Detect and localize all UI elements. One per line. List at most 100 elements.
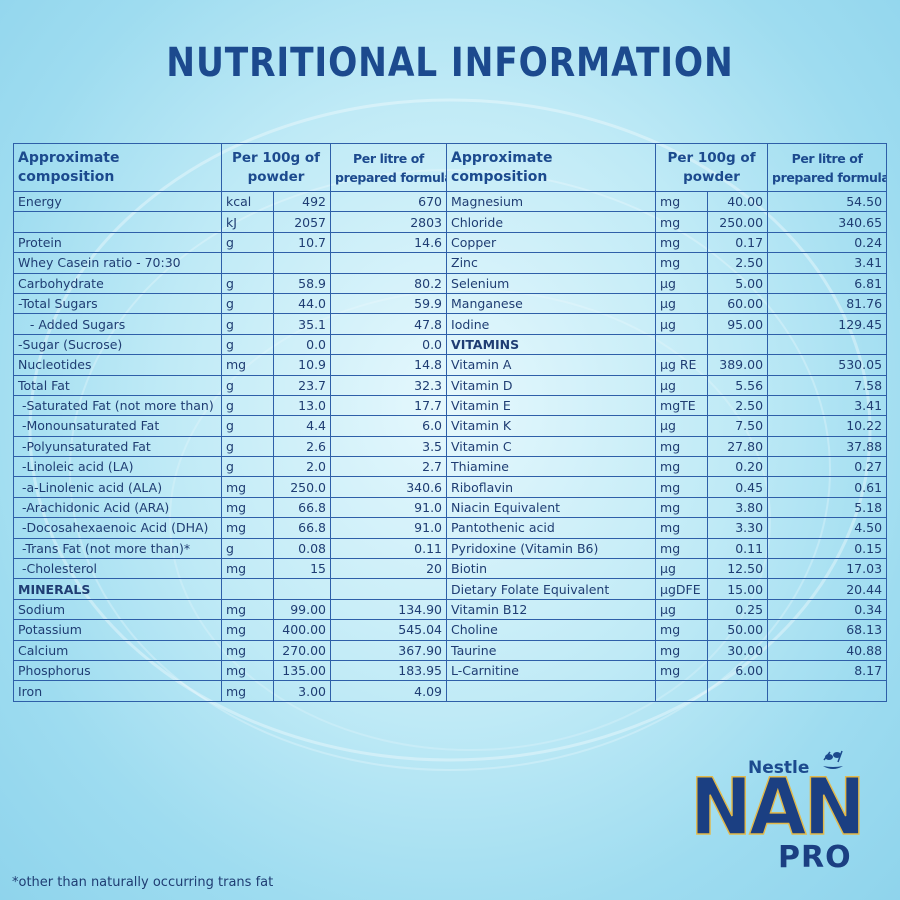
right-per100g-cell: 50.00 <box>707 619 769 641</box>
right-per100g-cell: 2.50 <box>707 394 769 417</box>
left-unit-cell: g <box>221 456 274 478</box>
right-per100g-cell <box>707 333 769 356</box>
table-row: Iron mg 3.00 4.09 <box>13 680 888 702</box>
left-name-cell: -Cholesterol <box>13 558 222 580</box>
right-name-cell <box>446 680 657 702</box>
right-unit-cell: µg <box>655 313 709 335</box>
right-perlitre-cell: 17.03 <box>767 558 888 580</box>
right-perlitre-cell: 68.13 <box>767 619 888 641</box>
left-unit-cell: g <box>221 374 274 396</box>
left-name-cell: -Total Sugars <box>13 292 222 315</box>
right-unit-cell: µg <box>655 558 709 580</box>
nan-wordmark: NAN <box>689 763 866 853</box>
right-unit-cell: mg <box>655 476 709 498</box>
table-row: -Cholesterol mg 15 20 Biotin µg 12.50 17.03 <box>13 558 888 580</box>
left-perlitre-cell: 80.2 <box>330 272 448 294</box>
right-unit-cell: µg <box>655 292 709 315</box>
left-name-cell: -Saturated Fat (not more than) <box>13 394 222 417</box>
right-unit-cell: µg <box>655 598 709 621</box>
right-perlitre-cell: 7.58 <box>767 374 888 396</box>
left-name-cell: -Polyunsaturated Fat <box>13 435 222 458</box>
right-unit-cell: mg <box>655 211 709 233</box>
table-row: kJ 2057 2803 Chloride mg 250.00 340.65 <box>13 211 888 233</box>
right-unit-cell: mgTE <box>655 394 709 417</box>
right-perlitre-cell <box>767 333 888 356</box>
right-per100g-cell: 95.00 <box>707 313 769 335</box>
right-name-cell: Vitamin E <box>446 394 657 417</box>
right-unit-cell: mg <box>655 619 709 641</box>
table-header-row: Approximate composition Per 100g of powder… <box>13 143 888 192</box>
left-perlitre-cell: 91.0 <box>330 496 448 519</box>
right-per100g-cell <box>707 680 769 702</box>
table-row: Whey Casein ratio - 70:30 Zinc mg 2.50 3.41 <box>13 252 888 274</box>
left-per100g-cell: 0.08 <box>272 537 332 560</box>
right-name-cell: VITAMINS <box>446 333 657 356</box>
left-perlitre-cell: 670 <box>330 190 448 213</box>
left-perlitre-cell: 0.0 <box>330 333 448 356</box>
left-unit-cell: g <box>221 313 274 335</box>
left-unit-cell: kJ <box>221 211 274 233</box>
left-per100g-cell: 66.8 <box>272 496 332 519</box>
right-name-cell: Copper <box>446 231 657 254</box>
right-per100g-cell: 40.00 <box>707 190 769 213</box>
right-unit-cell: µg RE <box>655 354 709 376</box>
table-row: Energy kcal 492 670 Magnesium mg 40.00 54.50 <box>13 190 888 213</box>
right-name-cell: Manganese <box>446 292 657 315</box>
right-per100g-cell: 5.56 <box>707 374 769 396</box>
right-per100g-cell: 0.25 <box>707 598 769 621</box>
left-per100g-cell: 10.9 <box>272 354 332 376</box>
left-name-cell: Calcium <box>13 639 222 661</box>
right-per100g-cell: 7.50 <box>707 415 769 437</box>
left-per100g-cell: 99.00 <box>272 598 332 621</box>
right-per100g-cell: 3.80 <box>707 496 769 519</box>
left-unit-cell: g <box>221 537 274 560</box>
right-unit-cell: µgDFE <box>655 578 709 600</box>
left-perlitre-cell: 183.95 <box>330 659 448 682</box>
header-perlitre-right: Per litre of prepared formula <box>767 143 888 192</box>
left-per100g-cell: 35.1 <box>272 313 332 335</box>
left-unit-cell: mg <box>221 659 274 682</box>
left-name-cell <box>13 211 222 233</box>
left-perlitre-cell: 4.09 <box>330 680 448 702</box>
nan-pro-logo: Nestle NAN PRO <box>689 748 890 878</box>
right-per100g-cell: 27.80 <box>707 435 769 458</box>
right-perlitre-cell: 0.34 <box>767 598 888 621</box>
left-perlitre-cell: 14.8 <box>330 354 448 376</box>
right-perlitre-cell: 20.44 <box>767 578 888 600</box>
right-name-cell: Thiamine <box>446 456 657 478</box>
left-per100g-cell: 44.0 <box>272 292 332 315</box>
right-unit-cell: mg <box>655 252 709 274</box>
left-perlitre-cell <box>330 252 448 274</box>
left-unit-cell: g <box>221 394 274 417</box>
right-perlitre-cell: 0.61 <box>767 476 888 498</box>
pro-wordmark: PRO <box>778 840 852 875</box>
left-perlitre-cell <box>330 578 448 600</box>
left-unit-cell: g <box>221 333 274 356</box>
left-per100g-cell <box>272 578 332 600</box>
table-row: -Linoleic acid (LA) g 2.0 2.7 Thiamine mg 0.20… <box>13 456 888 478</box>
header-composition-left: Approximate composition <box>13 143 222 192</box>
left-name-cell: Protein <box>13 231 222 254</box>
right-name-cell: Vitamin K <box>446 415 657 437</box>
left-unit-cell <box>221 252 274 274</box>
left-per100g-cell: 15 <box>272 558 332 580</box>
left-unit-cell: g <box>221 272 274 294</box>
right-unit-cell: mg <box>655 659 709 682</box>
right-perlitre-cell: 5.18 <box>767 496 888 519</box>
left-name-cell: -Linoleic acid (LA) <box>13 456 222 478</box>
right-perlitre-cell: 0.15 <box>767 537 888 560</box>
right-name-cell: Choline <box>446 619 657 641</box>
table-row: Calcium mg 270.00 367.90 Taurine mg 30.00 40.88 <box>13 639 888 661</box>
table-row: Phosphorus mg 135.00 183.95 L-Carnitine mg 6.0… <box>13 659 888 682</box>
left-name-cell: -Monounsaturated Fat <box>13 415 222 437</box>
right-perlitre-cell: 129.45 <box>767 313 888 335</box>
left-perlitre-cell: 14.6 <box>330 231 448 254</box>
right-name-cell: Niacin Equivalent <box>446 496 657 519</box>
right-unit-cell <box>655 680 709 702</box>
right-name-cell: Vitamin C <box>446 435 657 458</box>
right-name-cell: Iodine <box>446 313 657 335</box>
right-perlitre-cell <box>767 680 888 702</box>
left-unit-cell: mg <box>221 558 274 580</box>
left-per100g-cell: 400.00 <box>272 619 332 641</box>
